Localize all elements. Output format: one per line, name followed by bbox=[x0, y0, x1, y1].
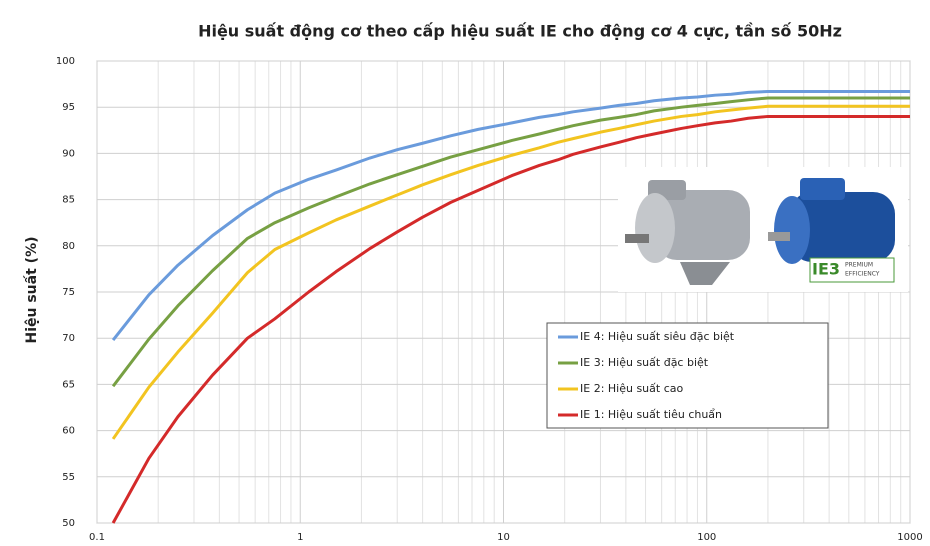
x-tick-label: 1 bbox=[297, 532, 303, 543]
motor-shaft bbox=[625, 234, 649, 243]
y-axis-label: Hiệu suất (%) bbox=[23, 237, 40, 344]
y-tick-label: 80 bbox=[62, 241, 75, 252]
y-tick-label: 75 bbox=[62, 287, 75, 298]
legend: IE 4: Hiệu suất siêu đặc biệt IE 3: Hiệu … bbox=[546, 322, 829, 429]
y-tick-label: 95 bbox=[62, 102, 75, 113]
y-tick-label: 100 bbox=[56, 56, 75, 67]
series-line bbox=[111, 104, 910, 440]
motor-images: IE3 PREMIUM EFFICIENCY bbox=[618, 167, 908, 292]
motor-foot bbox=[680, 262, 730, 285]
series-line bbox=[111, 96, 910, 388]
legend-label: IE 4: Hiệu suất siêu đặc biệt bbox=[580, 330, 735, 343]
motor-body bbox=[790, 192, 895, 262]
x-tick-label: 0.1 bbox=[89, 532, 105, 543]
motor-flange bbox=[635, 193, 675, 263]
motor-body bbox=[655, 190, 750, 260]
x-tick-label: 1000 bbox=[897, 532, 922, 543]
motor-shaft bbox=[768, 232, 790, 241]
badge-mark: IE3 bbox=[812, 260, 840, 279]
y-tick-label: 50 bbox=[62, 518, 75, 529]
y-tick-label: 55 bbox=[62, 472, 75, 483]
terminal-box bbox=[800, 178, 845, 200]
y-tick-label: 60 bbox=[62, 426, 75, 437]
chart-title: Hiệu suất động cơ theo cấp hiệu suất IE … bbox=[198, 22, 842, 41]
legend-box bbox=[546, 322, 829, 429]
y-tick-label: 85 bbox=[62, 195, 75, 206]
blue-motor: IE3 PREMIUM EFFICIENCY bbox=[768, 178, 895, 283]
legend-label: IE 3: Hiệu suất đặc biệt bbox=[580, 356, 709, 369]
y-tick-label: 65 bbox=[62, 379, 75, 390]
legend-label: IE 2: Hiệu suất cao bbox=[580, 382, 683, 395]
badge-text: EFFICIENCY bbox=[845, 271, 880, 278]
gray-motor bbox=[625, 180, 750, 285]
series-line bbox=[111, 114, 910, 524]
series-line bbox=[111, 89, 910, 341]
badge-text: PREMIUM bbox=[845, 262, 873, 269]
legend-label: IE 1: Hiệu suất tiêu chuẩn bbox=[580, 408, 722, 421]
plot-area: 50 55 60 65 70 75 80 85 90 95 100 0.1 1 10 100 1000 bbox=[56, 56, 923, 543]
motor-flange bbox=[774, 196, 810, 264]
badge-box bbox=[809, 257, 895, 283]
x-tick-label: 100 bbox=[697, 532, 716, 543]
y-tick-label: 90 bbox=[62, 148, 75, 159]
x-tick-label: 10 bbox=[497, 532, 510, 543]
y-tick-label: 70 bbox=[62, 333, 75, 344]
